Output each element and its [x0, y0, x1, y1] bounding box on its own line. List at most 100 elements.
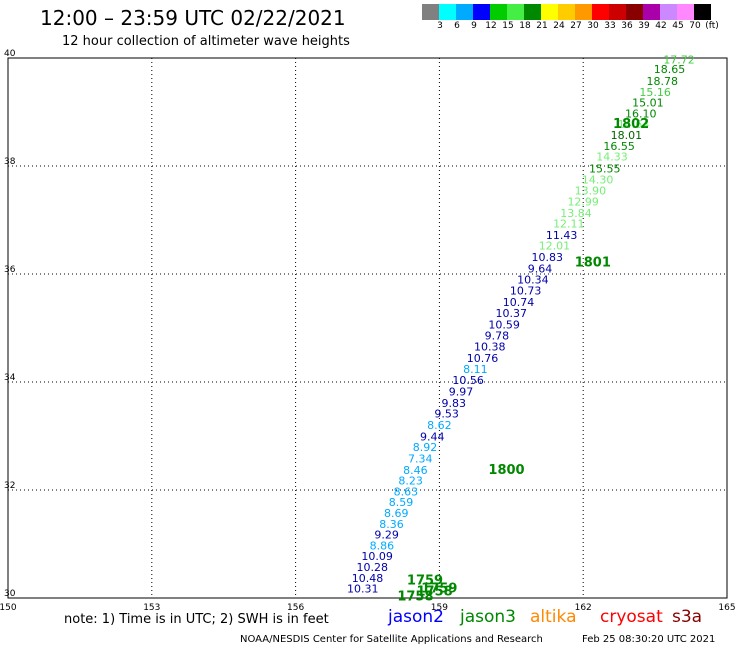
swh-label: 8.23	[398, 475, 423, 488]
swh-label: 18.65	[654, 63, 686, 76]
swh-label: 8.92	[413, 441, 438, 454]
color-scale-label: 33	[604, 21, 616, 31]
x-tick-label: 156	[287, 603, 304, 613]
swh-label: 8.36	[379, 518, 404, 531]
swh-label: 8.11	[463, 363, 488, 376]
page-title: 12:00 – 23:59 UTC 02/22/2021	[40, 6, 346, 30]
color-swatch	[592, 4, 609, 20]
swh-label: 7.34	[408, 452, 433, 465]
y-tick-label: 30	[4, 589, 16, 599]
swh-label: 15.01	[632, 97, 664, 110]
swh-label: 8.59	[389, 496, 414, 509]
swh-label: 9.53	[434, 408, 459, 421]
color-scale-label: 45	[672, 21, 684, 31]
color-scale-label: 30	[587, 21, 599, 31]
color-scale-label: 21	[536, 21, 548, 31]
swh-label: 12.11	[553, 218, 585, 231]
y-tick-label: 40	[4, 49, 16, 59]
satellite-legend-cryosat: cryosat	[600, 607, 663, 627]
satellite-legend-altika: altika	[530, 607, 577, 627]
x-tick-label: 162	[575, 603, 592, 613]
time-label: 1758	[417, 584, 453, 599]
color-swatch	[473, 4, 490, 20]
time-label: 1759	[407, 574, 443, 589]
swh-label: 10.56	[452, 374, 484, 387]
swh-label: 11.43	[546, 229, 578, 242]
swh-label: 14.33	[596, 151, 628, 164]
swh-label: 12.99	[567, 195, 599, 208]
time-label: 1758	[397, 590, 433, 605]
plot-frame	[7, 57, 728, 599]
color-swatch	[507, 4, 524, 20]
swh-label: 10.28	[357, 561, 389, 574]
swh-label: 14.30	[582, 173, 614, 186]
swh-label: 10.34	[517, 274, 549, 287]
color-swatch	[422, 4, 439, 20]
color-swatch	[524, 4, 541, 20]
swh-label: 8.69	[384, 507, 409, 520]
color-scale-label: 36	[621, 21, 633, 31]
swh-label: 9.83	[442, 397, 467, 410]
swh-label: 18.78	[647, 75, 679, 88]
time-label: 1800	[488, 463, 524, 478]
note-text: note: 1) Time is in UTC; 2) SWH is in fe…	[64, 612, 329, 627]
x-tick-label: 153	[143, 603, 160, 613]
swh-label: 9.97	[449, 386, 474, 399]
swh-label: 9.78	[485, 329, 510, 342]
swh-label: 8.46	[403, 464, 428, 477]
color-swatch	[575, 4, 592, 20]
color-scale-legend: 3 6 9 12 15 18 21 24 27 30 33 36 39 42 45 70 (ft)	[422, 4, 728, 36]
swh-label: 10.83	[532, 251, 564, 264]
swh-label: 9.44	[420, 430, 445, 443]
swh-label: 16.10	[625, 107, 657, 120]
color-swatch	[558, 4, 575, 20]
swh-label: 17.72	[663, 53, 695, 66]
color-scale-label: 9	[471, 21, 477, 31]
color-scale-label: 70	[689, 21, 701, 31]
color-scale-label: 42	[655, 21, 667, 31]
swh-label: 15.55	[589, 162, 621, 175]
time-label: 1759	[421, 582, 457, 597]
swh-label: 10.31	[347, 583, 379, 596]
color-scale-swatches	[422, 4, 728, 20]
footer-timestamp: Feb 25 08:30:20 UTC 2021	[582, 634, 716, 645]
color-swatch	[490, 4, 507, 20]
swh-label: 10.74	[503, 296, 535, 309]
color-scale-label: 24	[553, 21, 565, 31]
swh-label: 12.01	[539, 240, 571, 253]
x-tick-label: 159	[431, 603, 448, 613]
swh-label: 10.73	[510, 285, 542, 298]
swh-label: 13.84	[560, 207, 592, 220]
time-label: 1802	[613, 117, 649, 132]
swh-label: 9.64	[528, 262, 553, 275]
page-subtitle: 12 hour collection of altimeter wave hei…	[62, 34, 350, 49]
x-tick-label: 150	[0, 603, 17, 613]
swh-label: 10.59	[488, 319, 520, 332]
swh-label: 14.64	[618, 118, 650, 131]
color-scale-label: 39	[638, 21, 650, 31]
color-swatch	[609, 4, 626, 20]
y-tick-label: 38	[4, 157, 16, 167]
swh-label: 18.01	[611, 129, 643, 142]
color-swatch	[694, 4, 711, 20]
color-scale-labels: 3 6 9 12 15 18 21 24 27 30 33 36 39 42 45 70 (ft)	[422, 20, 728, 34]
swh-label: 9.29	[374, 529, 399, 542]
color-scale-label: 27	[570, 21, 582, 31]
swh-label: 16.55	[603, 140, 635, 153]
color-scale-label: 15	[502, 21, 514, 31]
color-scale-label: 6	[454, 21, 460, 31]
swh-label: 8.62	[427, 419, 452, 432]
swh-label: 10.37	[496, 307, 528, 320]
swh-label: 8.86	[370, 539, 395, 552]
y-tick-label: 32	[4, 481, 15, 491]
swh-label: 10.09	[361, 550, 393, 563]
swh-label: 13.90	[575, 185, 607, 198]
color-swatch	[643, 4, 660, 20]
swh-label: 10.38	[474, 341, 506, 354]
color-swatch	[626, 4, 643, 20]
color-swatch	[660, 4, 677, 20]
color-scale-label: 3	[437, 21, 443, 31]
satellite-legend-jason3: jason3	[460, 607, 516, 627]
